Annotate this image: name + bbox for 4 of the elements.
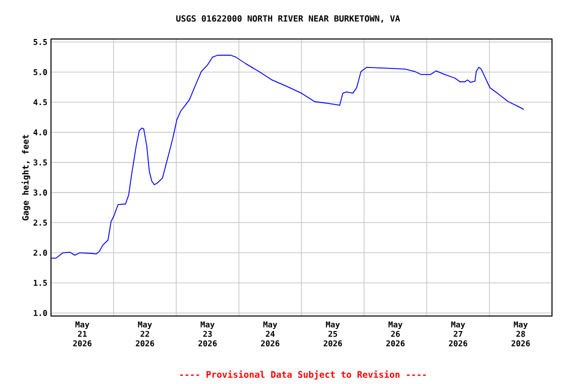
text: ---- Provisional Data Subject to Revision ---- <box>180 370 426 380</box>
chart-title: USGS 01622000 NORTH RIVER NEAR BURKETOWN, VA <box>176 15 400 23</box>
y-axis-title: Gage height, feet <box>22 134 30 220</box>
line-series <box>51 54 524 259</box>
